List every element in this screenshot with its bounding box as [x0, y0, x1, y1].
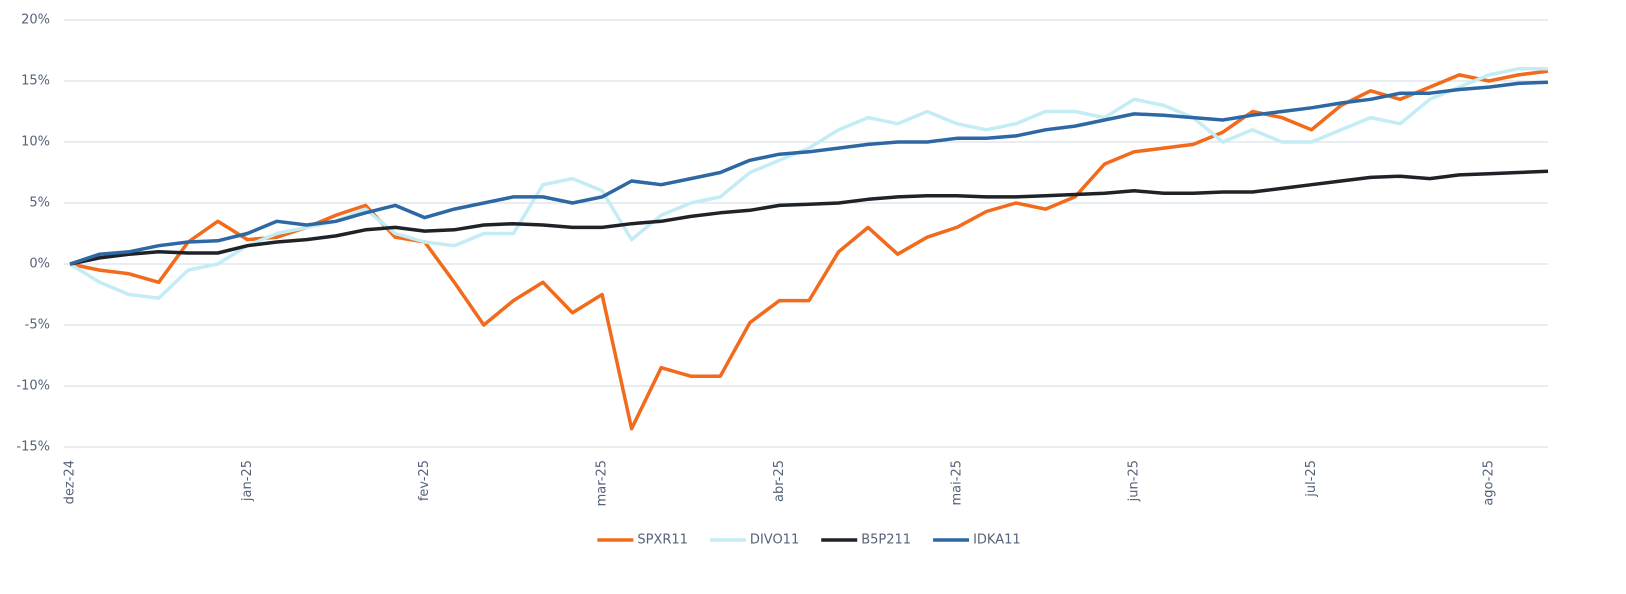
legend-label: SPXR11 [637, 533, 688, 548]
y-tick-label: -5% [25, 318, 50, 333]
x-tick-label: jul-25 [1304, 460, 1319, 498]
y-tick-label: 10% [21, 135, 50, 150]
x-tick-label: jan-25 [240, 460, 255, 502]
x-tick-label: mar-25 [595, 460, 610, 506]
y-tick-label: -15% [16, 440, 50, 455]
legend-label: DIVO11 [750, 533, 799, 548]
y-tick-label: 20% [21, 13, 50, 28]
series-line [69, 169, 1549, 266]
legend: SPXR11 DIVO11 B5P211 IDKA11 [597, 533, 1021, 548]
x-tick-label: mai-25 [949, 460, 964, 505]
y-tick-label: 5% [29, 196, 50, 211]
x-tick-label: fev-25 [417, 460, 432, 501]
series-line [69, 69, 1549, 431]
series-line [69, 80, 1549, 266]
x-tick-label: abr-25 [772, 460, 787, 502]
y-tick-label: 0% [29, 257, 50, 272]
x-tick-label: dez-24 [63, 460, 78, 504]
x-tick-label: jun-25 [1127, 460, 1142, 502]
legend-label: B5P211 [861, 533, 911, 548]
legend-label: IDKA11 [973, 533, 1021, 548]
y-tick-label: -10% [16, 379, 50, 394]
x-tick-label: ago-25 [1481, 460, 1496, 506]
y-tick-label: 15% [21, 74, 50, 89]
